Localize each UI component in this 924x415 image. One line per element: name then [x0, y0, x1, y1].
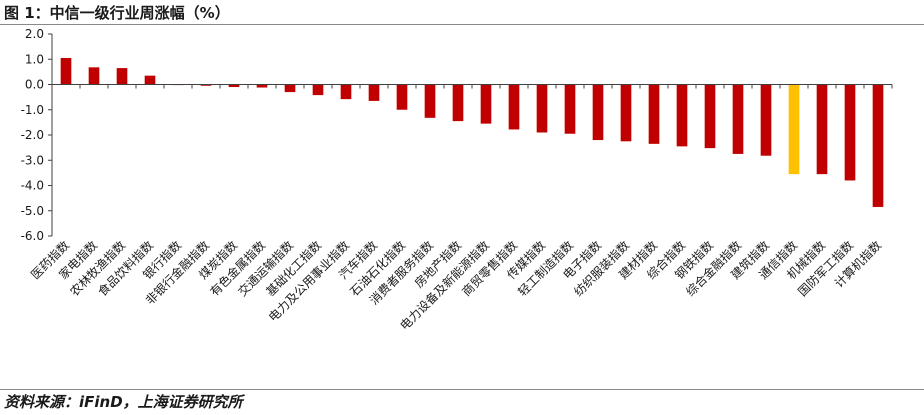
top-divider [0, 24, 924, 25]
y-tick-label: -5.0 [21, 204, 44, 218]
category-labels: 医药指数家电指数农林牧渔指数食品饮料指数银行指数非银行金融指数煤炭指数有色金属指… [28, 238, 885, 333]
bar [368, 84, 380, 101]
bar [116, 68, 128, 85]
y-axis: 2.0 1.0 0.0 -1.0 -2.0 -3.0 -4.0 -5.0 -6.0 [21, 27, 53, 243]
bar [788, 84, 800, 175]
bar [844, 84, 856, 181]
bar-series [60, 57, 884, 207]
source-note: 资料来源：iFinD，上海证券研究所 [4, 393, 243, 411]
bar [648, 84, 660, 144]
y-tick-label: -2.0 [21, 128, 44, 142]
bar [760, 84, 772, 156]
bar [480, 84, 492, 124]
y-tick-label: -4.0 [21, 179, 44, 193]
bar [340, 84, 352, 100]
bar [536, 84, 548, 133]
bar [816, 84, 828, 175]
bar [872, 84, 884, 207]
zero-baseline [51, 84, 893, 89]
bar [592, 84, 604, 141]
y-tick-label: 2.0 [25, 27, 44, 41]
bar [704, 84, 716, 149]
y-tick-label: -1.0 [21, 103, 44, 117]
bar [676, 84, 688, 147]
bar [256, 84, 268, 88]
y-tick-label: -3.0 [21, 153, 44, 167]
bar [200, 84, 212, 86]
y-tick-label: -6.0 [21, 229, 44, 243]
y-tick-label: 0.0 [25, 78, 44, 92]
bar [312, 84, 324, 96]
bar [144, 75, 156, 85]
bar [88, 67, 100, 85]
bar [284, 84, 296, 93]
bar [564, 84, 576, 134]
bar [452, 84, 464, 122]
figure-title: 图 1：中信一级行业周涨幅（%） [4, 4, 230, 22]
bottom-divider [0, 389, 924, 390]
bar [508, 84, 520, 130]
bar [424, 84, 436, 118]
bar [228, 84, 240, 88]
bar [732, 84, 744, 154]
bar-chart: 2.0 1.0 0.0 -1.0 -2.0 -3.0 -4.0 -5.0 -6.0 医药指数家电… [21, 27, 893, 333]
bar [60, 57, 72, 85]
bar [396, 84, 408, 110]
y-tick-label: 1.0 [25, 52, 44, 66]
bar [620, 84, 632, 142]
